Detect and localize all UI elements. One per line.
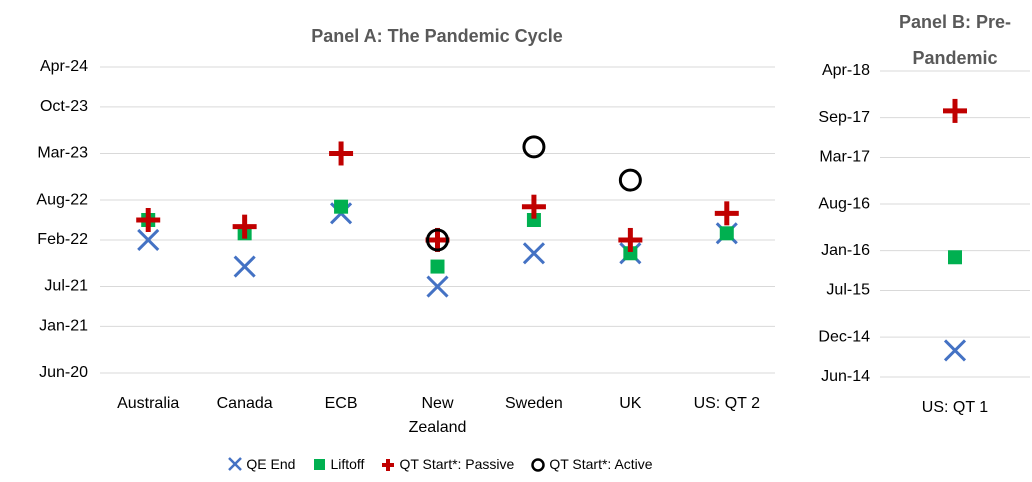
- square: [314, 459, 326, 470]
- x-stroke: [426, 275, 449, 298]
- x-tick-label: Canada: [216, 395, 273, 412]
- marker-qt-passive: [425, 227, 450, 252]
- marker-liftoff: [430, 259, 445, 274]
- y-tick-label: Jun-20: [39, 364, 88, 381]
- x-stroke: [233, 255, 256, 278]
- y-tick-label: Mar-17: [819, 149, 870, 166]
- legend-item: QT Start*: Passive: [380, 456, 514, 472]
- y-tick-label: Aug-16: [818, 195, 870, 212]
- legend-label: Liftoff: [330, 456, 365, 472]
- marker-qt-passive: [618, 227, 643, 252]
- legend-label: QT Start*: Active: [549, 456, 653, 472]
- legend: QE End Liftoff QT Start*: Passive QT Start*…: [190, 456, 690, 472]
- x-stroke: [943, 339, 967, 362]
- marker-liftoff: [623, 246, 638, 261]
- legend-swatch: [531, 458, 546, 472]
- legend-swatch: [382, 459, 395, 471]
- marker-qt-active: [618, 168, 642, 192]
- marker-qt-passive: [329, 141, 354, 166]
- legend-label: QE End: [246, 456, 296, 472]
- marker-qe-end: [943, 339, 967, 362]
- x-tick-label: US: QT 2: [693, 395, 760, 412]
- y-tick-label: Jul-15: [826, 282, 870, 299]
- y-tick-label: Apr-24: [40, 58, 88, 75]
- legend-item: QT Start*: Active: [530, 456, 653, 472]
- legend-swatch: [314, 459, 326, 470]
- x-tick-label: UK: [619, 395, 642, 412]
- marker-qe-end: [233, 255, 256, 278]
- y-tick-label: Jan-16: [821, 242, 870, 259]
- legend-item: QE End: [227, 456, 295, 472]
- marker-qe-end: [137, 228, 160, 252]
- y-tick-label: Dec-14: [818, 328, 870, 345]
- x-tick-label: Australia: [117, 395, 180, 412]
- panel: Jun-20 Jan-21 Jul-21 Feb-22 Aug-22 Mar-23 Oct-…: [36, 58, 775, 381]
- marker-qt-passive: [943, 98, 967, 123]
- marker-qt-passive: [136, 208, 161, 232]
- x-tick-label: New Zealand: [408, 395, 467, 436]
- y-tick-label: Jun-14: [821, 368, 870, 385]
- legend-label: QT Start*: Passive: [399, 456, 515, 472]
- panel-b-title: Panel B: Pre-Pandemic: [898, 12, 1012, 68]
- x-stroke: [137, 228, 160, 252]
- marker-liftoff: [334, 199, 349, 214]
- marker-qe-end: [426, 275, 449, 298]
- marker-qt-active: [522, 135, 546, 159]
- marker-qt-passive: [232, 214, 257, 239]
- y-tick-label: Jan-21: [39, 318, 88, 335]
- marker-qt-active: [426, 228, 449, 252]
- circle: [531, 458, 546, 472]
- marker-qe-end: [522, 242, 545, 265]
- x-stroke: [522, 242, 545, 265]
- panel-a-title: Panel A: The Pandemic Cycle: [311, 26, 563, 46]
- x-tick-label: Sweden: [505, 395, 563, 412]
- marker-qt-passive: [714, 201, 739, 226]
- marker-qt-passive: [521, 194, 546, 219]
- y-tick-label: Oct-23: [40, 98, 88, 115]
- legend-item: Liftoff: [311, 456, 364, 472]
- marker-liftoff: [948, 250, 962, 265]
- y-tick-label: Jul-21: [44, 278, 88, 295]
- x-tick-label: US: QT 1: [921, 399, 989, 416]
- legend-swatch: [228, 457, 243, 471]
- x-tick-label: ECB: [324, 395, 358, 412]
- marker-liftoff: [526, 213, 541, 227]
- y-tick-label: Feb-22: [37, 231, 88, 248]
- y-tick-label: Mar-23: [37, 145, 88, 162]
- panel: Jun-14 Dec-14 Jul-15 Jan-16 Aug-16 Mar-17 Sep-…: [818, 62, 1030, 385]
- y-tick-label: Sep-17: [818, 109, 870, 126]
- y-tick-label: Aug-22: [36, 191, 88, 208]
- y-tick-label: Apr-18: [822, 62, 870, 79]
- x-stroke: [228, 457, 243, 471]
- marker-liftoff: [719, 226, 734, 241]
